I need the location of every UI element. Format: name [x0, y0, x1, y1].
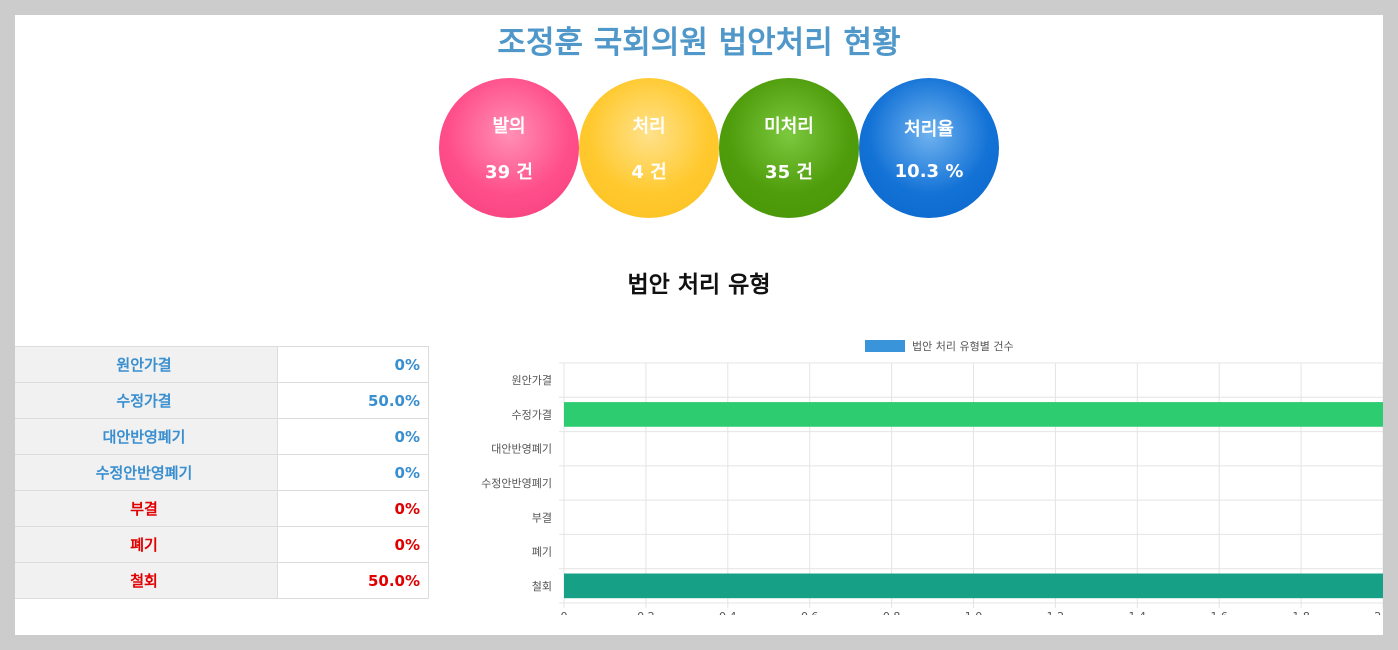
table-row: 폐기 0% — [15, 526, 429, 563]
x-tick-label: 0.6 — [801, 610, 819, 615]
row-pct: 0% — [277, 490, 429, 527]
bar — [564, 402, 1383, 427]
summary-proposed: 발의 39 건 — [439, 78, 579, 218]
row-name: 철회 — [15, 562, 278, 599]
row-name: 수정안반영폐기 — [15, 454, 278, 491]
category-label: 부결 — [532, 511, 552, 524]
row-name: 부결 — [15, 490, 278, 527]
x-tick-label: 0.8 — [883, 610, 901, 615]
page-title: 조정훈 국회의원 법안처리 현황 — [497, 25, 901, 61]
chart-bars — [564, 402, 1383, 599]
summary-unprocessed: 미처리 35 건 — [719, 78, 859, 218]
x-tick-label: 1.4 — [1129, 610, 1147, 615]
x-tick-label: 0 — [561, 610, 568, 615]
row-pct: 50.0% — [277, 562, 429, 599]
summary-circles: 발의 39 건 처리 4 건 미처리 35 건 처리율 10.3 % — [439, 78, 999, 218]
row-name: 대안반영폐기 — [15, 418, 278, 455]
report-frame: 조정훈 국회의원 법안처리 현황 발의 39 건 처리 4 건 미처리 35 건… — [15, 15, 1383, 635]
summary-rate-value: 10.3 % — [894, 160, 964, 182]
x-tick-label: 2.0 — [1374, 610, 1383, 615]
row-pct: 50.0% — [277, 382, 429, 419]
summary-proposed-value: 39 건 — [485, 162, 533, 183]
row-name: 원안가결 — [15, 346, 278, 383]
stats-table: 원안가결 0% 수정가결 50.0% 대안반영폐기 0% 수정안반영폐기 0% … — [15, 346, 429, 599]
category-label: 대안반영폐기 — [491, 443, 552, 456]
chart-legend: 법안 처리 유형별 건수 — [865, 340, 1014, 353]
table-row: 원안가결 0% — [15, 346, 429, 383]
x-tick-label: 1.2 — [1047, 610, 1065, 615]
bar — [564, 573, 1383, 599]
summary-rate: 처리율 10.3 % — [859, 78, 999, 218]
x-tick-label: 0.4 — [719, 610, 737, 615]
table-row: 부결 0% — [15, 490, 429, 527]
summary-processed-value: 4 건 — [631, 162, 667, 183]
row-pct: 0% — [277, 526, 429, 563]
category-label: 원안가결 — [512, 374, 552, 387]
chart-tick-labels: 0 0.2 0.4 0.6 0.8 1.0 1.2 1.4 1.6 1.8 2.0 — [561, 610, 1384, 615]
summary-processed-label: 처리 — [632, 116, 666, 137]
category-label: 수정가결 — [512, 408, 552, 421]
row-name: 수정가결 — [15, 382, 278, 419]
x-tick-label: 1.8 — [1292, 610, 1310, 615]
row-name: 폐기 — [15, 526, 278, 563]
summary-unprocessed-label: 미처리 — [764, 116, 814, 137]
x-tick-label: 1.6 — [1210, 610, 1228, 615]
row-pct: 0% — [277, 418, 429, 455]
category-label: 철회 — [532, 580, 552, 593]
table-row: 수정안반영폐기 0% — [15, 454, 429, 491]
summary-unprocessed-value: 35 건 — [765, 162, 813, 183]
row-pct: 0% — [277, 346, 429, 383]
table-row: 대안반영폐기 0% — [15, 418, 429, 455]
table-row: 수정가결 50.0% — [15, 382, 429, 419]
summary-proposed-label: 발의 — [492, 116, 526, 137]
x-tick-label: 1.0 — [965, 610, 983, 615]
category-label: 수정안반영폐기 — [481, 477, 552, 490]
legend-swatch — [865, 340, 905, 352]
summary-rate-label: 처리율 — [904, 118, 954, 140]
table-row: 철회 50.0% — [15, 562, 429, 599]
summary-processed: 처리 4 건 — [579, 78, 719, 218]
section-title: 법안 처리 유형 — [627, 272, 771, 298]
row-pct: 0% — [277, 454, 429, 491]
legend-label: 법안 처리 유형별 건수 — [912, 340, 1014, 353]
x-tick-label: 0.2 — [637, 610, 655, 615]
category-label: 폐기 — [532, 546, 552, 559]
chart-grid — [559, 362, 1383, 608]
